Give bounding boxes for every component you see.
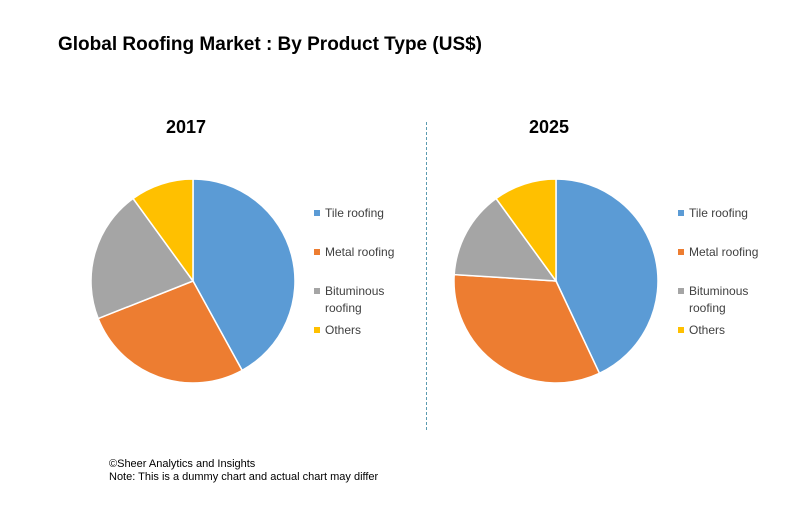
- legend-label-tile-roofing: Tile roofing: [325, 206, 384, 220]
- footer: ©Sheer Analytics and Insights Note: This…: [109, 458, 378, 484]
- legend: Tile roofing Metal roofing Bituminous roofi…: [678, 206, 758, 337]
- pie-title: 2017: [166, 117, 206, 137]
- legend-label-others: Others: [325, 323, 361, 337]
- legend-swatch-metal-roofing: [678, 249, 684, 255]
- pie-slice-others: [132, 178, 194, 284]
- legend-swatch-metal-roofing: [314, 249, 320, 255]
- legend-swatch-others: [678, 327, 684, 333]
- pie-slice-metal-roofing: [453, 273, 601, 384]
- pie-slice-metal-roofing: [97, 280, 244, 384]
- pie-slice-tile-roofing: [192, 178, 296, 372]
- pie-slice-bituminous-roofing: [453, 197, 558, 282]
- disclaimer-note: Note: This is a dummy chart and actual c…: [109, 471, 379, 483]
- legend-label-metal-roofing: Metal roofing: [325, 245, 394, 259]
- legend-swatch-tile-roofing: [678, 210, 684, 216]
- legend-swatch-tile-roofing: [314, 210, 320, 216]
- legend: Tile roofing Metal roofing Bituminous roofi…: [314, 206, 394, 337]
- legend-label-tile-roofing: Tile roofing: [689, 206, 748, 220]
- legend-label-bituminous-roofing: Bituminous roofing: [325, 284, 384, 315]
- chart-title: Global Roofing Market : By Product Type …: [58, 34, 483, 55]
- legend-label-others: Others: [689, 323, 725, 337]
- pie-chart-2025: 2025 Tile roofing Metal roofing Bituminous r…: [453, 117, 758, 384]
- legend-swatch-bituminous-roofing: [314, 288, 320, 294]
- legend-label-bituminous-roofing: Bituminous roofing: [689, 284, 748, 315]
- source-note: ©Sheer Analytics and Insights: [109, 458, 256, 470]
- divider: [426, 122, 427, 430]
- pie-slice-tile-roofing: [555, 178, 659, 375]
- pie-chart-2017: 2017 Tile roofing Metal roofing Bituminous r…: [90, 117, 394, 384]
- pie-slice-bituminous-roofing: [90, 197, 195, 320]
- pie-title: 2025: [529, 117, 569, 137]
- legend-swatch-others: [314, 327, 320, 333]
- legend-label-metal-roofing: Metal roofing: [689, 245, 758, 259]
- legend-swatch-bituminous-roofing: [678, 288, 684, 294]
- pie-slice-others: [495, 178, 557, 284]
